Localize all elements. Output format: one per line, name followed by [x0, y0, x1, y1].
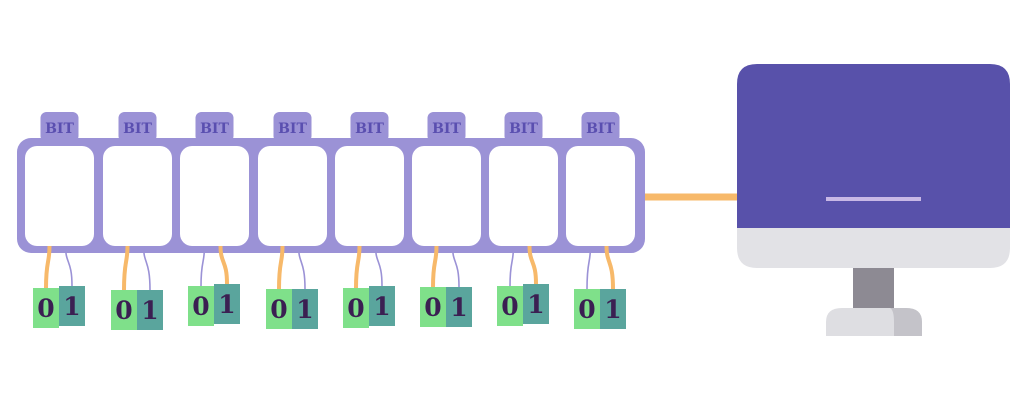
zero-wire — [586, 245, 592, 290]
bit-cell: BIT 0 1 — [412, 112, 481, 327]
zero-card — [574, 289, 600, 329]
bit-cell: BIT 0 1 — [103, 112, 172, 330]
bit-label: BIT — [278, 121, 307, 137]
one-wire — [142, 245, 151, 291]
bit-cell-slot — [25, 146, 94, 246]
zero-card — [497, 286, 523, 326]
zero-digit: 0 — [501, 292, 518, 321]
bit-label: BIT — [200, 121, 229, 137]
zero-wire — [354, 245, 362, 289]
bit-cell-slot — [489, 146, 558, 246]
monitor-base-shadow — [890, 308, 922, 336]
zero-wire — [509, 245, 515, 287]
bit-label-tab — [273, 112, 312, 142]
one-card — [600, 289, 626, 329]
bit-cell-slot — [335, 146, 404, 246]
desktop-monitor-icon — [737, 64, 1010, 336]
zero-wire — [44, 245, 52, 289]
one-wire — [374, 245, 383, 287]
one-digit: 1 — [218, 290, 235, 319]
one-card — [292, 289, 318, 329]
register-frame — [17, 138, 645, 253]
bit-cell-slot — [412, 146, 481, 246]
bit-cell-slot — [103, 146, 172, 246]
bit-cell-slot — [258, 146, 327, 246]
zero-digit: 0 — [270, 295, 287, 324]
zero-wire — [122, 245, 130, 291]
zero-digit: 0 — [578, 295, 595, 324]
zero-card — [343, 288, 369, 328]
bit-label-tab — [118, 112, 157, 142]
one-wire — [527, 245, 538, 285]
one-card — [59, 286, 85, 326]
one-card — [214, 284, 240, 324]
one-digit: 1 — [604, 295, 621, 324]
bit-label-tab — [581, 112, 620, 142]
bit-label: BIT — [432, 121, 461, 137]
monitor-screen — [737, 64, 1010, 228]
monitor-stand — [853, 262, 894, 314]
bit-label-tab — [195, 112, 234, 142]
zero-digit: 0 — [347, 294, 364, 323]
zero-card — [420, 287, 446, 327]
bit-cell-slot — [180, 146, 249, 246]
bit-cell-slot — [566, 146, 635, 246]
one-digit: 1 — [373, 292, 390, 321]
zero-wire — [431, 245, 439, 288]
zero-digit: 0 — [37, 294, 54, 323]
bit-label: BIT — [586, 121, 615, 137]
zero-digit: 0 — [424, 293, 441, 322]
bit-cell: BIT 0 1 — [566, 112, 635, 329]
one-card — [369, 286, 395, 326]
zero-card — [33, 288, 59, 328]
one-digit: 1 — [141, 296, 158, 325]
zero-card — [266, 289, 292, 329]
one-card — [523, 284, 549, 324]
one-digit: 1 — [296, 295, 313, 324]
zero-wire — [200, 245, 206, 287]
bit-cell: BIT 0 1 — [25, 112, 94, 328]
bit-label: BIT — [45, 121, 74, 137]
one-wire — [218, 245, 229, 285]
zero-wire — [277, 245, 285, 290]
one-card — [446, 287, 472, 327]
one-wire — [64, 245, 73, 287]
zero-digit: 0 — [192, 292, 209, 321]
one-wire — [297, 245, 306, 290]
one-wire — [604, 245, 615, 290]
bit-label-tab — [504, 112, 543, 142]
monitor-bezel — [737, 226, 1010, 268]
one-card — [137, 290, 163, 330]
bit-cell: BIT 0 1 — [180, 112, 249, 326]
bit-label: BIT — [509, 121, 538, 137]
bit-label-tab — [40, 112, 79, 142]
zero-card — [188, 286, 214, 326]
one-wire — [451, 245, 460, 288]
bit-cell: BIT 0 1 — [335, 112, 404, 328]
bit-label: BIT — [123, 121, 152, 137]
bit-cell: BIT 0 1 — [489, 112, 558, 326]
bit-cell: BIT 0 1 — [258, 112, 327, 329]
zero-card — [111, 290, 137, 330]
bit-label-tab — [427, 112, 466, 142]
bit-label-tab — [350, 112, 389, 142]
one-digit: 1 — [527, 290, 544, 319]
bit-label: BIT — [355, 121, 384, 137]
one-digit: 1 — [450, 293, 467, 322]
one-digit: 1 — [63, 292, 80, 321]
zero-digit: 0 — [115, 296, 132, 325]
